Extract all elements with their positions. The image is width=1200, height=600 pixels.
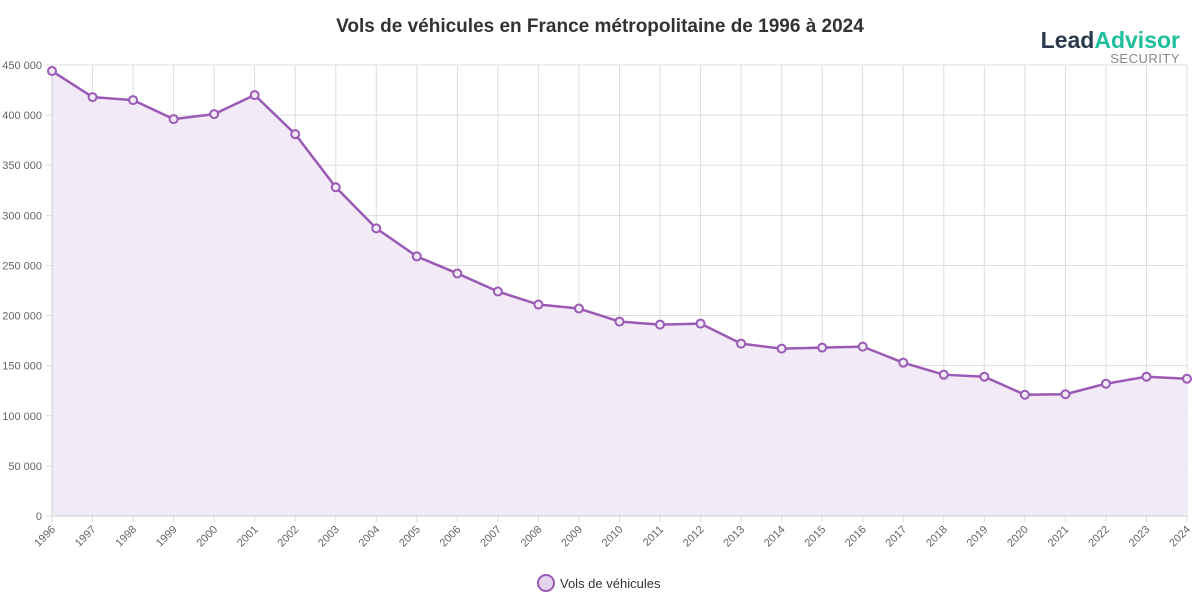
data-point: [1019, 389, 1030, 400]
y-tick-label: 400 000: [2, 110, 42, 122]
data-point: [290, 129, 301, 140]
data-point: [614, 316, 625, 327]
data-point: [1141, 371, 1152, 382]
x-tick-label: 2024: [1167, 524, 1193, 550]
data-point: [533, 299, 544, 310]
data-point: [573, 303, 584, 314]
x-tick-label: 2013: [721, 524, 747, 550]
x-tick-label: 1997: [73, 524, 99, 550]
legend: Vols de véhicules: [537, 574, 661, 592]
x-tick-label: 2007: [478, 524, 504, 550]
x-tick-label: 2023: [1127, 524, 1153, 550]
logo-lead: Lead: [1040, 27, 1095, 53]
data-point: [695, 318, 706, 329]
x-tick-label: 2001: [235, 524, 261, 550]
x-tick-label: 2018: [924, 524, 950, 550]
data-point: [776, 343, 787, 354]
chart-title: Vols de véhicules en France métropolitai…: [336, 16, 864, 37]
data-point: [209, 109, 220, 120]
x-tick-label: 1998: [113, 524, 139, 550]
data-point: [817, 342, 828, 353]
data-point: [1182, 373, 1192, 384]
data-point: [371, 223, 382, 234]
data-point: [168, 114, 179, 125]
area-fill: [52, 71, 1187, 516]
data-point: [330, 182, 341, 193]
y-tick-label: 150 000: [2, 361, 42, 373]
y-tick-label: 450 000: [2, 60, 42, 72]
data-point: [736, 338, 747, 349]
x-tick-label: 2002: [276, 524, 302, 550]
x-tick-label: 2019: [965, 524, 991, 550]
x-tick-label: 2017: [884, 524, 910, 550]
y-tick-label: 200 000: [2, 311, 42, 323]
logo-advisor: Advisor: [1094, 27, 1180, 53]
x-tick-label: 2020: [1005, 524, 1031, 550]
x-tick-label: 2003: [316, 524, 342, 550]
y-tick-label: 300 000: [2, 210, 42, 222]
data-point: [47, 66, 57, 77]
x-tick-label: 2012: [681, 524, 707, 550]
data-point: [452, 268, 463, 279]
data-point: [87, 92, 98, 103]
data-point: [898, 357, 909, 368]
y-tick-label: 250 000: [2, 260, 42, 272]
x-tick-label: 2016: [843, 524, 869, 550]
y-tick-label: 0: [36, 511, 42, 523]
data-point: [857, 341, 868, 352]
data-point: [1060, 389, 1071, 400]
x-tick-label: 1999: [154, 524, 180, 550]
data-point: [1100, 378, 1111, 389]
x-tick-label: 2010: [600, 524, 626, 550]
x-tick-label: 2011: [641, 524, 666, 549]
x-tick-label: 2006: [438, 524, 464, 550]
x-tick-label: 2004: [357, 524, 383, 550]
x-tick-label: 1996: [32, 524, 58, 550]
x-tick-label: 2009: [559, 524, 585, 550]
x-tick-label: 2005: [397, 524, 423, 550]
y-tick-label: 50 000: [8, 461, 42, 473]
x-tick-label: 2015: [803, 524, 829, 550]
data-point: [492, 286, 503, 297]
y-tick-label: 350 000: [2, 160, 42, 172]
logo-sub: SECURITY: [1110, 51, 1180, 66]
data-point: [411, 251, 422, 262]
data-point: [655, 319, 666, 330]
data-point: [979, 371, 990, 382]
x-tick-label: 2000: [194, 524, 220, 550]
x-tick-label: 2008: [519, 524, 545, 550]
x-tick-label: 2022: [1086, 524, 1112, 550]
legend-marker: [537, 574, 555, 592]
data-point: [128, 95, 139, 106]
x-tick-label: 2021: [1046, 524, 1072, 550]
x-tick-label: 2014: [762, 524, 788, 550]
data-point: [938, 369, 949, 380]
logo: LeadAdvisor SECURITY: [1041, 28, 1180, 65]
legend-label: Vols de véhicules: [560, 576, 661, 591]
data-point: [249, 90, 260, 101]
y-tick-label: 100 000: [2, 411, 42, 423]
